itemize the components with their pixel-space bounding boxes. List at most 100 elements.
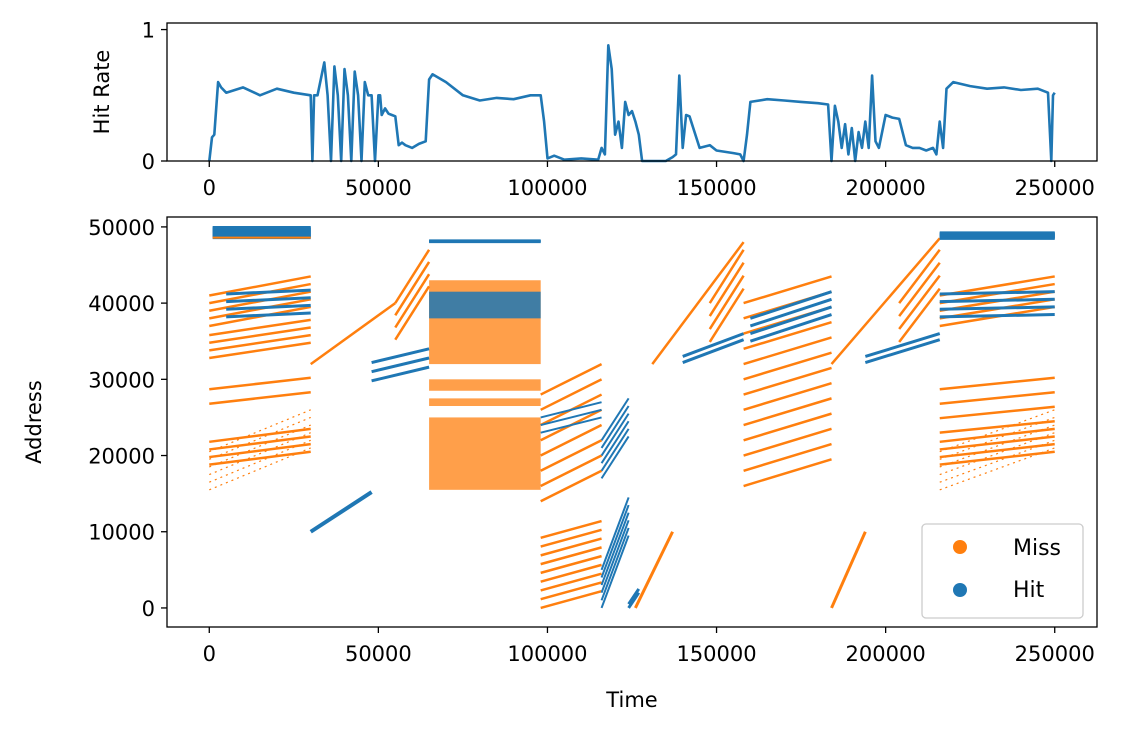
address-y-ticks: 0 10000 20000 30000 40000 50000	[88, 216, 167, 621]
miss-streak	[939, 442, 1055, 459]
miss-streak	[939, 439, 1055, 483]
miss-streak	[540, 378, 603, 411]
miss-streak	[939, 424, 1055, 468]
hit-streak	[627, 588, 641, 605]
hit-rate-series-line	[208, 43, 1056, 163]
address-x-axis-label: Time	[605, 688, 657, 712]
miss-streak	[939, 435, 1055, 451]
hit-rate-x-tick-label: 50000	[345, 176, 412, 200]
hit-streak	[600, 428, 630, 472]
address-x-tick-label: 0	[203, 642, 216, 666]
hit-streak	[627, 591, 641, 609]
address-y-tick-label: 50000	[88, 216, 155, 240]
hit-streak	[600, 519, 630, 594]
legend-hit-marker	[953, 583, 967, 597]
hit-rate-axes-frame	[166, 22, 1098, 162]
miss-streak	[540, 519, 602, 540]
miss-streak	[209, 409, 311, 453]
hit-streak	[309, 490, 373, 534]
address-x-tick-label: 200000	[846, 642, 926, 666]
miss-streak	[708, 249, 745, 304]
miss-streak	[708, 262, 745, 317]
miss-streak	[939, 405, 1055, 420]
miss-streak	[939, 391, 1055, 405]
hit-streak	[600, 420, 630, 464]
miss-streak	[209, 424, 311, 468]
address-y-tick-label: 40000	[88, 292, 155, 316]
miss-streak	[939, 427, 1055, 444]
hit-dense-block	[429, 291, 541, 319]
address-x-tick-label: 150000	[676, 642, 756, 666]
miss-streak	[898, 274, 941, 330]
hit-rate-y-tick-label: 0	[142, 150, 155, 174]
miss-streak	[209, 427, 311, 444]
address-x-tick-label: 250000	[1015, 642, 1095, 666]
miss-streak	[209, 333, 311, 352]
address-x-tick-label: 100000	[507, 642, 587, 666]
hit-streak	[939, 305, 1055, 311]
miss-streak	[939, 447, 1055, 491]
legend-miss-marker	[953, 540, 967, 554]
hit-streak	[600, 405, 630, 449]
miss-streak	[743, 336, 832, 366]
hit-streak	[540, 416, 602, 434]
miss-streak	[743, 412, 832, 442]
hit-streak	[600, 397, 630, 441]
hit-streak	[749, 297, 832, 328]
address-x-tick-label: 50000	[345, 642, 412, 666]
miss-streak	[540, 546, 602, 566]
hit-rate-y-axis-label: Hit Rate	[90, 50, 114, 135]
miss-streak	[540, 469, 603, 503]
miss-streak	[898, 287, 941, 343]
miss-streak	[939, 416, 1055, 460]
miss-streak	[540, 563, 602, 583]
miss-streak	[830, 237, 941, 365]
miss-streak	[743, 442, 832, 472]
miss-streak	[898, 249, 941, 304]
miss-dense-block	[429, 417, 541, 490]
miss-streak	[540, 537, 602, 557]
hit-streak	[749, 290, 832, 320]
miss-streak	[394, 285, 431, 341]
address-chart: 0 50000 100000 150000 200000 250000 0 10000 200…	[22, 216, 1098, 712]
miss-streak	[209, 275, 311, 297]
legend-miss-label: Miss	[1013, 536, 1061, 561]
miss-streak	[939, 419, 1055, 434]
address-plot-area	[209, 226, 1055, 610]
address-y-tick-label: 10000	[88, 521, 155, 545]
miss-streak	[394, 273, 431, 329]
miss-dense-block	[429, 379, 541, 391]
address-y-tick-label: 20000	[88, 445, 155, 469]
miss-streak	[540, 454, 603, 488]
miss-streak	[540, 423, 603, 457]
miss-streak	[939, 432, 1055, 476]
hit-streak	[864, 332, 941, 358]
legend-hit-label: Hit	[1013, 578, 1045, 603]
miss-streak	[209, 391, 311, 405]
miss-streak	[540, 554, 602, 575]
address-axes-frame	[166, 216, 1098, 628]
hit-streak	[600, 504, 630, 578]
hit-rate-y-ticks: 01	[142, 19, 167, 174]
miss-streak	[540, 572, 602, 592]
miss-streak	[743, 351, 832, 381]
hit-rate-plot-area	[208, 43, 1056, 163]
hit-rate-x-tick-label: 200000	[846, 176, 926, 200]
miss-streak	[209, 432, 311, 476]
miss-streak	[540, 589, 602, 610]
miss-streak	[743, 458, 832, 488]
legend: Miss Hit	[921, 523, 1084, 619]
miss-streak	[209, 376, 311, 391]
miss-streak	[634, 531, 674, 609]
miss-streak	[898, 261, 941, 317]
miss-streak	[939, 450, 1055, 466]
hit-streak	[600, 497, 630, 571]
hit-rate-x-tick-label: 150000	[676, 176, 756, 200]
hit-streak	[939, 290, 1055, 296]
hit-rate-x-tick-label: 0	[203, 176, 216, 200]
address-y-tick-label: 30000	[88, 368, 155, 392]
miss-streak	[743, 320, 832, 351]
hit-streak	[600, 435, 630, 479]
miss-streak	[540, 439, 603, 472]
address-y-tick-label: 0	[142, 597, 155, 621]
